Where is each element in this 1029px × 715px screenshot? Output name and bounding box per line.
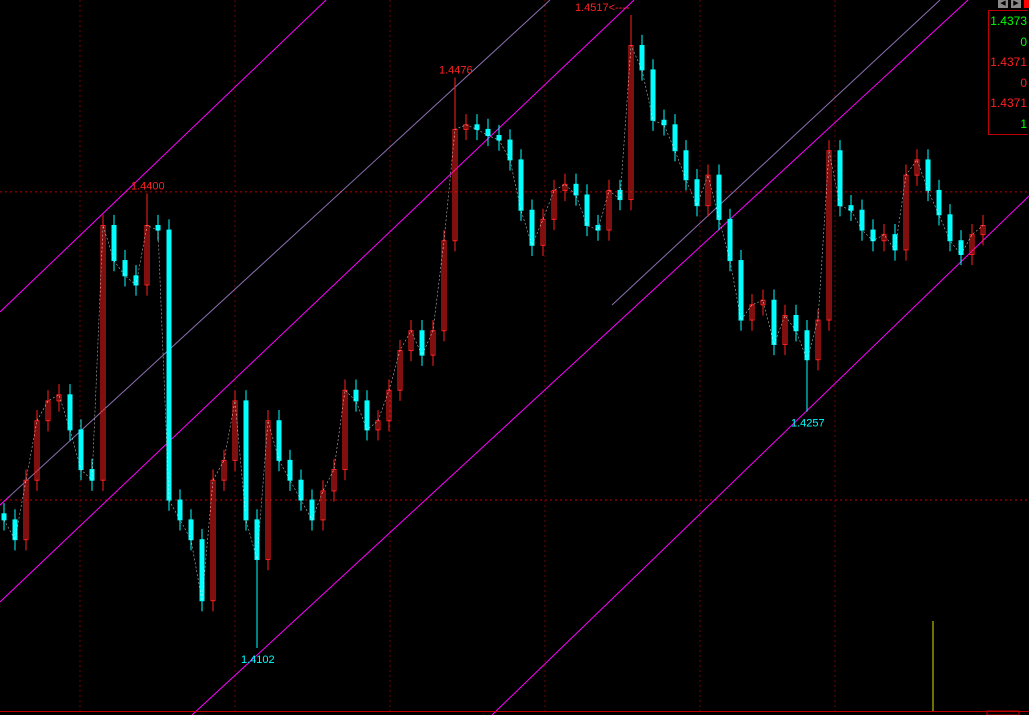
candle-body	[672, 124, 678, 152]
candle-body	[210, 479, 216, 602]
candle-body	[727, 218, 733, 262]
candle-body	[100, 224, 106, 481]
candle-body	[199, 539, 205, 602]
candle-body	[265, 420, 271, 561]
quote-value: 1.4371	[990, 96, 1027, 110]
candle-body	[122, 260, 128, 277]
candle-body	[342, 389, 348, 471]
candle-body	[914, 159, 920, 176]
channel-line	[0, 0, 551, 506]
candle-body	[837, 150, 843, 207]
candle-body	[848, 205, 854, 211]
scroll-buttons: ◀ ▶	[998, 0, 1029, 8]
quote-value: 1	[1020, 116, 1027, 131]
candle-body	[254, 519, 260, 561]
candle-body	[694, 179, 700, 207]
candle-body	[474, 124, 480, 130]
scroll-left-button[interactable]: ◀	[998, 0, 1008, 8]
channel-line	[0, 495, 11, 506]
candle-body	[45, 400, 51, 422]
candle-body	[947, 214, 953, 242]
channel-line	[0, 0, 327, 313]
candle-body	[573, 183, 579, 196]
channel-line	[191, 0, 969, 715]
price-label: 1.4400	[131, 180, 165, 192]
candle-body	[485, 128, 491, 136]
candle-body	[67, 394, 73, 431]
candle-body	[287, 459, 293, 481]
quote-value: 1.4371	[990, 55, 1027, 69]
candle-body	[56, 394, 62, 402]
price-label: 1.4517<----	[575, 2, 630, 14]
quote-value: 1.4373	[990, 14, 1027, 28]
candle-body	[155, 224, 161, 231]
candle-body	[650, 69, 656, 121]
quote-value: 0	[1020, 75, 1027, 90]
candles	[1, 15, 986, 648]
candle-body	[496, 134, 502, 141]
candle-body	[276, 420, 282, 461]
candle-body	[34, 420, 40, 481]
candle-body	[419, 330, 425, 356]
candle-body	[683, 150, 689, 181]
scroll-right-button[interactable]: ▶	[1011, 0, 1021, 8]
candle-body	[331, 469, 337, 492]
candle-body	[705, 174, 711, 207]
price-label: 1.4476	[439, 65, 473, 77]
quote-value: 0	[1020, 34, 1027, 49]
candle-body	[639, 45, 645, 71]
candle-body	[782, 314, 788, 345]
candle-body	[232, 400, 238, 461]
candle-body	[177, 499, 183, 521]
candle-body	[551, 189, 557, 220]
channel-line	[611, 0, 941, 306]
candle-body	[111, 224, 117, 262]
candle-body	[793, 314, 799, 332]
channel-line	[491, 195, 1029, 715]
candle-body	[540, 218, 546, 246]
candle-body	[771, 299, 777, 345]
close-line	[3, 45, 984, 601]
candle-body	[1, 513, 7, 521]
candle-body	[936, 189, 942, 216]
candle-body	[243, 400, 249, 521]
bottom-toolbar-button[interactable]	[986, 710, 1020, 715]
candle-body	[166, 229, 172, 501]
candle-body	[969, 234, 975, 255]
candle-body	[595, 224, 601, 231]
candle-body	[859, 209, 865, 231]
candle-body	[738, 260, 744, 321]
candle-body	[518, 159, 524, 211]
candle-body	[298, 479, 304, 501]
channel-line	[0, 0, 635, 603]
candle-body	[584, 194, 590, 226]
candle-body	[870, 229, 876, 242]
annotations: 1.4400 1.4476 1.4517<---- 1.4102 1.4257	[131, 2, 825, 666]
candle-body	[375, 420, 381, 431]
candle-body	[23, 479, 29, 541]
candle-body	[529, 209, 535, 246]
candle-body	[760, 299, 766, 306]
candle-body	[661, 119, 667, 126]
candle-body	[826, 150, 832, 321]
quote-panel: 1.4373 0 1.4371 0 1.4371 1	[988, 10, 1028, 135]
candle-body	[221, 459, 227, 481]
candle-body	[749, 304, 755, 321]
candle-body	[320, 490, 326, 521]
close-button[interactable]	[1024, 0, 1029, 8]
candle-body	[12, 519, 18, 541]
candle-body	[78, 429, 84, 471]
candle-body	[925, 159, 931, 191]
candle-body	[617, 189, 623, 201]
candle-body	[507, 139, 513, 161]
candle-body	[562, 183, 568, 191]
price-label: 1.4257	[791, 418, 825, 430]
candle-body	[353, 389, 359, 402]
price-label: 1.4102	[241, 654, 275, 666]
